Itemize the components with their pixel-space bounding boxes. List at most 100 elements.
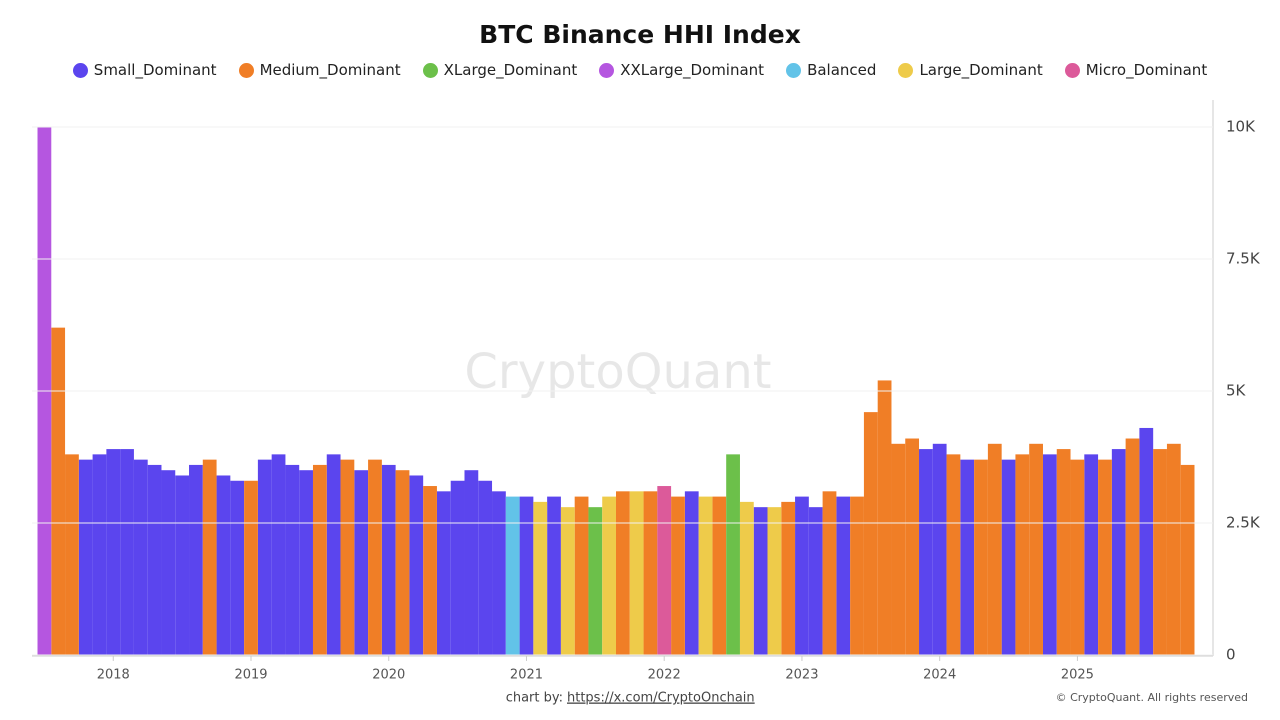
legend-item[interactable]: XLarge_Dominant — [422, 61, 578, 79]
bar — [120, 449, 134, 655]
x-tick-label: 2023 — [785, 668, 818, 683]
y-tick-label: 10K — [1226, 118, 1256, 136]
bar — [519, 496, 534, 655]
bar — [244, 480, 258, 655]
bar — [189, 464, 203, 655]
bar — [671, 496, 685, 655]
bar — [1042, 454, 1057, 655]
bar — [753, 507, 768, 655]
bar — [257, 459, 272, 655]
bar — [147, 464, 162, 655]
bar — [863, 412, 878, 655]
bar — [1125, 438, 1140, 655]
bar — [1001, 459, 1016, 655]
bar — [684, 491, 699, 655]
legend-label: XXLarge_Dominant — [620, 61, 765, 79]
bars — [37, 127, 1195, 655]
bar — [616, 491, 630, 655]
legend-swatch — [72, 62, 88, 78]
bar — [1098, 459, 1112, 655]
legend-swatch — [238, 62, 254, 78]
bar — [891, 443, 906, 655]
x-tick-label: 2021 — [510, 668, 543, 683]
legend: Small_Dominant Medium_Dominant XLarge_Domi… — [0, 61, 1280, 79]
bar — [450, 480, 465, 655]
bar — [202, 459, 217, 655]
legend-item[interactable]: Balanced — [786, 61, 876, 79]
bar — [1029, 443, 1043, 655]
bar — [1015, 454, 1030, 655]
bar — [560, 507, 575, 655]
bar — [395, 470, 410, 655]
x-tick-label: 2018 — [97, 668, 130, 683]
bar — [946, 454, 961, 655]
bar — [960, 459, 975, 655]
bar — [478, 480, 493, 655]
bar — [354, 470, 369, 655]
bar — [822, 491, 837, 655]
bar — [409, 475, 424, 655]
bar — [106, 449, 121, 655]
bar — [698, 496, 713, 655]
legend-swatch — [898, 62, 914, 78]
bar — [629, 491, 644, 655]
bar — [643, 491, 658, 655]
bar — [574, 496, 589, 655]
legend-item[interactable]: Large_Dominant — [898, 61, 1043, 79]
legend-label: Medium_Dominant — [259, 61, 401, 79]
y-tick-label: 0 — [1226, 646, 1236, 664]
bar — [51, 327, 66, 655]
bar — [533, 501, 548, 655]
bar — [340, 459, 355, 655]
bar — [877, 380, 892, 655]
bar — [381, 464, 396, 655]
bar — [133, 459, 148, 655]
copyright: © CryptoQuant. All rights reserved — [1056, 691, 1248, 704]
x-tick-label: 2020 — [372, 668, 405, 683]
bar — [65, 454, 79, 655]
bar — [657, 486, 672, 655]
legend-item[interactable]: Micro_Dominant — [1064, 61, 1208, 79]
legend-swatch — [599, 62, 615, 78]
legend-label: Small_Dominant — [93, 61, 217, 79]
y-tick-label: 5K — [1226, 382, 1247, 400]
bar — [1070, 459, 1085, 655]
legend-item[interactable]: Small_Dominant — [72, 61, 217, 79]
legend-label: Balanced — [807, 61, 877, 79]
legend-swatch — [422, 62, 438, 78]
credit: chart by: — [506, 691, 563, 706]
chart-title: BTC Binance HHI Index — [479, 20, 801, 49]
bar — [492, 491, 506, 655]
legend-item[interactable]: XXLarge_Dominant — [599, 61, 764, 79]
bar — [919, 449, 933, 655]
y-tick-label: 7.5K — [1226, 250, 1261, 268]
bar — [505, 496, 520, 655]
bar — [974, 459, 988, 655]
bar — [1111, 449, 1126, 655]
bar — [92, 454, 107, 655]
bar — [932, 443, 947, 655]
bar — [285, 464, 300, 655]
bar — [547, 496, 561, 655]
bar — [808, 507, 823, 655]
legend-label: Micro_Dominant — [1085, 61, 1208, 79]
legend-swatch — [1064, 62, 1080, 78]
bar — [368, 459, 382, 655]
legend-item[interactable]: Medium_Dominant — [238, 61, 401, 79]
x-tick-label: 2024 — [923, 668, 956, 683]
bar — [795, 496, 809, 655]
bar — [161, 470, 176, 655]
legend-label: XLarge_Dominant — [443, 61, 578, 79]
bar — [1180, 464, 1195, 655]
x-tick-label: 2025 — [1061, 668, 1094, 683]
bar — [312, 464, 327, 655]
bar — [767, 507, 782, 655]
bar — [1153, 449, 1167, 655]
bar — [464, 470, 479, 655]
credit-link[interactable]: https://x.com/CryptoOnchain — [567, 691, 755, 706]
bar — [326, 454, 341, 655]
x-tick-label: 2019 — [234, 668, 267, 683]
bar — [1139, 427, 1154, 655]
bar — [602, 496, 616, 655]
